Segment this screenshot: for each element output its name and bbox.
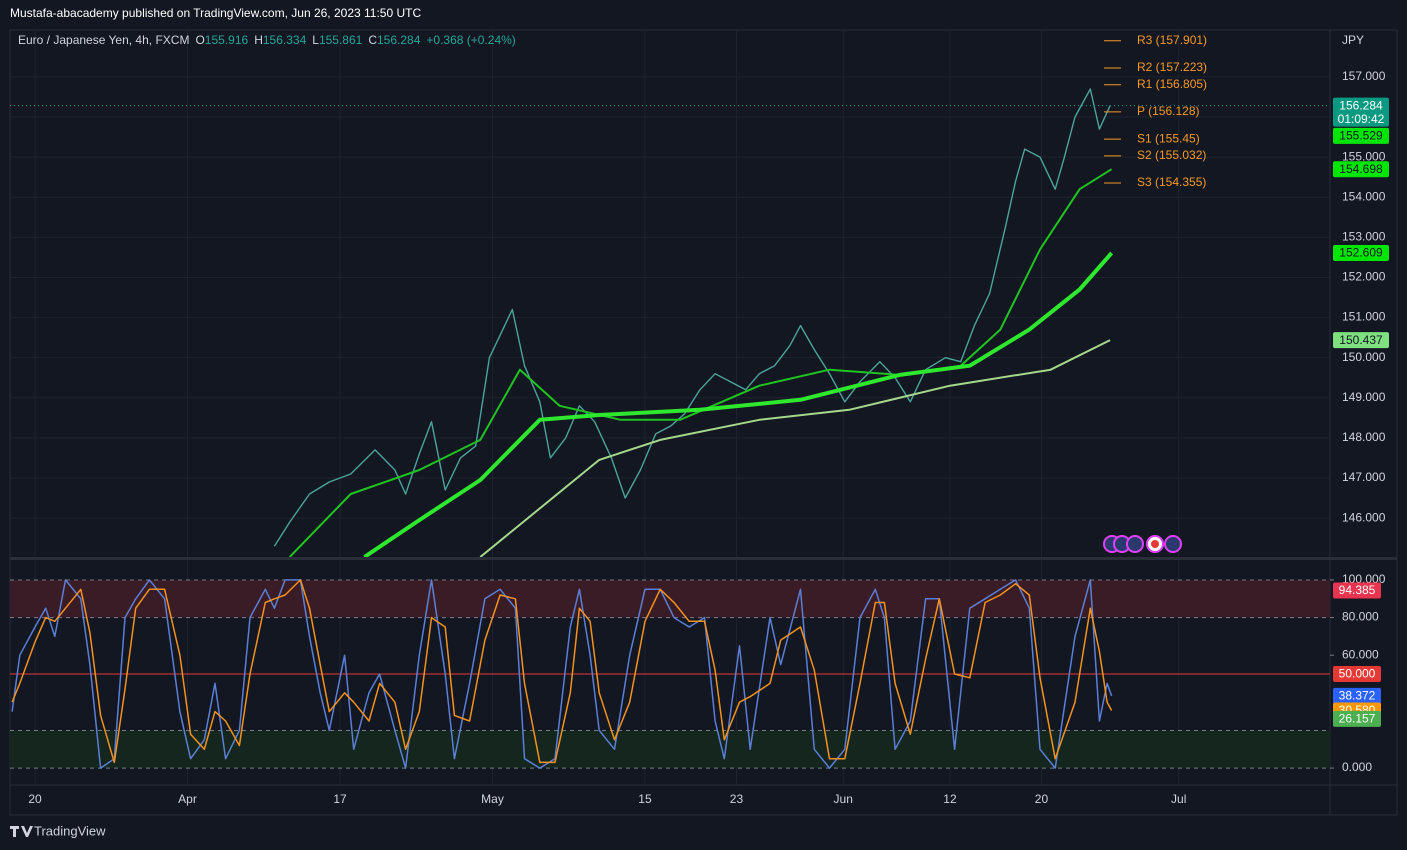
- y-tick-label: 152.000: [1342, 270, 1386, 284]
- y-tick-label: 151.000: [1342, 310, 1386, 324]
- value-tag-label: 94.385: [1339, 583, 1376, 597]
- series-line: [363, 251, 1114, 557]
- y-tick-label: 157.000: [1342, 69, 1386, 83]
- y-tick-label: 60.000: [1342, 647, 1379, 661]
- value-tag: [1333, 666, 1381, 683]
- brand-name: TradingView: [34, 823, 106, 838]
- x-tick-label: 23: [730, 792, 744, 806]
- chart-frame: [9, 29, 1398, 816]
- x-tick-label: 15: [638, 792, 652, 806]
- x-tick-label: May: [481, 792, 504, 806]
- ohlc-key: H: [254, 33, 263, 47]
- event-icon: [1126, 535, 1144, 553]
- oscillator-pane: [10, 560, 1330, 785]
- x-tick-label: 20: [1035, 792, 1049, 806]
- symbol-line: Euro / Japanese Yen, 4h, FXCM O155.916 H15…: [18, 33, 516, 47]
- price-tag: [1333, 127, 1389, 144]
- plot-layer: 20Apr17May1523Jun1220Jul157.000156.00015…: [10, 30, 1389, 806]
- pivot-label: R3 (157.901): [1137, 33, 1207, 47]
- y-tick-label: 154.000: [1342, 189, 1386, 203]
- y-tick-label: 147.000: [1342, 470, 1386, 484]
- series-line: [273, 88, 1111, 547]
- ohlc-value: 155.916: [205, 33, 249, 47]
- currency-label: JPY: [1342, 33, 1364, 47]
- x-tick-label: 20: [28, 792, 42, 806]
- ohlc-key: O: [195, 33, 204, 47]
- ohlc-value: 155.861: [319, 33, 363, 47]
- price-tag: [1333, 161, 1389, 178]
- pivot-label: P (156.128): [1137, 104, 1200, 118]
- y-tick-label: 146.000: [1342, 510, 1386, 524]
- value-tag-label: 38.372: [1339, 689, 1376, 703]
- countdown-label: 01:09:42: [1338, 112, 1385, 126]
- ohlc-value: 156.334: [263, 33, 307, 47]
- y-tick-label: 0.000: [1342, 760, 1372, 774]
- y-tick-label: 80.000: [1342, 610, 1379, 624]
- price-tag-label: 155.529: [1339, 129, 1383, 143]
- series-line: [479, 339, 1111, 557]
- y-tick-label: 155.000: [1342, 149, 1386, 163]
- price-tag-label: 150.437: [1339, 333, 1383, 347]
- x-tick-label: 12: [943, 792, 957, 806]
- last-price-tag: [1333, 97, 1389, 127]
- value-tag-label: 50.000: [1339, 667, 1376, 681]
- event-icons: [1103, 535, 1182, 553]
- price-tag-label: 154.698: [1339, 162, 1383, 176]
- value-tag: [1333, 582, 1381, 599]
- y-tick-label: 149.000: [1342, 390, 1386, 404]
- event-icon: [1164, 535, 1182, 553]
- published-line: Mustafa-abacademy published on TradingVi…: [10, 6, 421, 20]
- symbol-title: Euro / Japanese Yen, 4h, FXCM: [18, 33, 189, 47]
- pivot-label: S2 (155.032): [1137, 148, 1206, 162]
- price-tag-label: 152.609: [1339, 246, 1383, 260]
- y-tick-label: 148.000: [1342, 430, 1386, 444]
- value-tag-label: 26.157: [1339, 712, 1376, 726]
- value-tag: [1333, 710, 1381, 727]
- value-tag: [1333, 687, 1381, 704]
- price-pane: [10, 30, 1330, 557]
- pivot-label: R1 (156.805): [1137, 77, 1207, 91]
- series-line: [288, 168, 1113, 557]
- series-line: [11, 579, 1113, 764]
- event-icon-dot: [1151, 540, 1159, 548]
- ohlc-value: 156.284: [377, 33, 421, 47]
- pivot-label: S1 (155.45): [1137, 131, 1200, 145]
- ohlc-change: +0.368 (+0.24%): [426, 33, 515, 47]
- y-tick-label: 150.000: [1342, 350, 1386, 364]
- series-line: [11, 579, 1113, 769]
- x-tick-label: Jul: [1171, 792, 1186, 806]
- price-tag: [1333, 332, 1389, 349]
- x-tick-label: Apr: [178, 792, 197, 806]
- pivot-label: R2 (157.223): [1137, 60, 1207, 74]
- x-tick-label: Jun: [834, 792, 853, 806]
- ohlc-key: L: [312, 33, 319, 47]
- x-tick-label: 17: [333, 792, 347, 806]
- ohlc-key: C: [368, 33, 377, 47]
- pivot-label: S3 (154.355): [1137, 175, 1206, 189]
- y-tick-label: 153.000: [1342, 230, 1386, 244]
- last-price-label: 156.284: [1339, 98, 1383, 112]
- brand-logo: [10, 826, 33, 837]
- price-tag: [1333, 245, 1389, 262]
